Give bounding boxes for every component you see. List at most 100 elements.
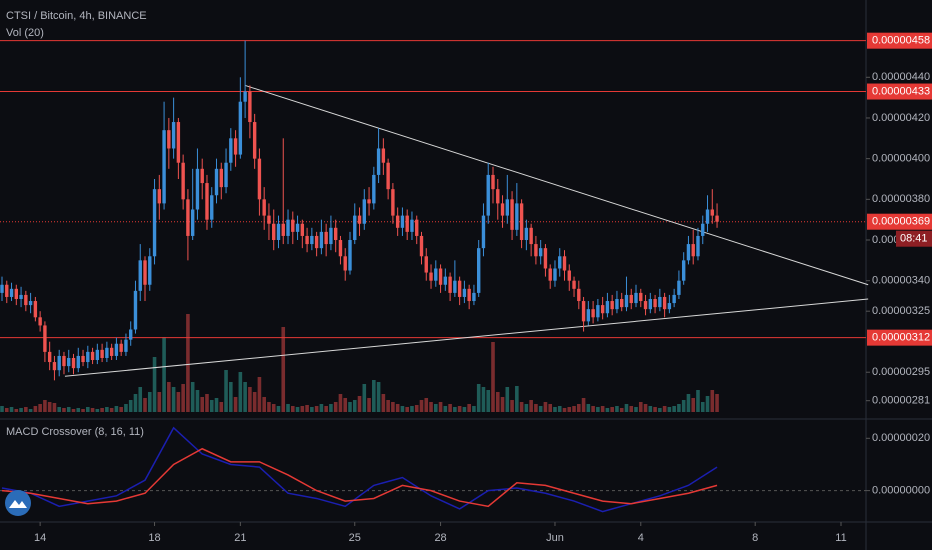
candle-body bbox=[586, 309, 591, 322]
candle-body bbox=[38, 317, 42, 326]
volume-bar bbox=[381, 394, 386, 412]
macd-line bbox=[1, 426, 718, 513]
candle-body bbox=[272, 223, 276, 241]
volume-bar bbox=[290, 406, 295, 412]
candle-body bbox=[305, 235, 309, 245]
candle-body bbox=[157, 189, 162, 204]
candle-body bbox=[138, 260, 142, 291]
volume-bar bbox=[209, 400, 214, 412]
volume-bar bbox=[124, 404, 128, 412]
volume-bar bbox=[319, 404, 324, 412]
candle-body bbox=[610, 301, 614, 310]
candle-body bbox=[472, 292, 476, 302]
candle-body bbox=[219, 168, 223, 188]
volume-bar bbox=[214, 398, 219, 412]
candle-body bbox=[515, 203, 519, 230]
volume-bar bbox=[333, 402, 338, 412]
candle-body bbox=[114, 343, 119, 356]
volume-bar bbox=[147, 392, 152, 412]
volume-bar bbox=[257, 377, 262, 412]
candle-body bbox=[124, 339, 128, 352]
candle-body bbox=[591, 309, 595, 318]
candle-body bbox=[33, 301, 38, 318]
candle-body bbox=[667, 303, 672, 310]
volume-bar bbox=[557, 406, 562, 412]
candle-body bbox=[291, 219, 295, 232]
candle-body bbox=[462, 288, 467, 297]
volume-bar bbox=[453, 407, 457, 412]
candle-body bbox=[338, 240, 343, 257]
candle-body bbox=[281, 223, 285, 236]
volume-bar bbox=[157, 392, 162, 412]
candle-body bbox=[419, 235, 424, 257]
volume-bar bbox=[448, 404, 452, 412]
candle-body bbox=[510, 199, 514, 230]
candle-body bbox=[167, 130, 171, 149]
volume-bar bbox=[267, 402, 271, 412]
candle-body bbox=[500, 203, 505, 216]
volume-bar bbox=[624, 404, 629, 412]
volume-bar bbox=[362, 384, 367, 412]
volume-bar bbox=[66, 407, 71, 412]
volume-bar bbox=[119, 407, 123, 412]
candle-body bbox=[600, 305, 605, 314]
candle-body bbox=[543, 248, 548, 269]
candle-body bbox=[701, 223, 705, 236]
candle-body bbox=[624, 294, 629, 308]
volume-bar bbox=[705, 396, 710, 412]
candle-body bbox=[405, 215, 409, 232]
candle-body bbox=[443, 276, 448, 285]
level-label: 0.00000312 bbox=[872, 332, 930, 344]
volume-bar bbox=[28, 409, 33, 412]
y-tick-label: 0.00000380 bbox=[872, 193, 930, 205]
volume-bar bbox=[205, 394, 209, 412]
candle-body bbox=[653, 298, 657, 308]
candle-body bbox=[243, 91, 247, 102]
volume-bar bbox=[162, 337, 166, 412]
candle-body bbox=[372, 174, 376, 204]
candle-body bbox=[100, 349, 104, 358]
candle-body bbox=[386, 162, 390, 190]
volume-bar bbox=[167, 382, 171, 412]
level-box bbox=[867, 329, 932, 346]
volume-bar bbox=[367, 398, 371, 412]
volume-bar bbox=[524, 404, 529, 412]
candle-body bbox=[105, 347, 109, 358]
candle-body bbox=[596, 305, 600, 318]
volume-bar bbox=[52, 403, 57, 412]
volume-bar bbox=[57, 407, 62, 412]
x-tick-label: Jun bbox=[546, 532, 564, 544]
candle-body bbox=[329, 227, 333, 245]
volume-bar bbox=[95, 409, 100, 412]
volume-bar bbox=[171, 387, 176, 412]
volume-bar bbox=[481, 387, 486, 412]
candle-body bbox=[86, 351, 90, 363]
volume-bar bbox=[219, 402, 224, 412]
candle-body bbox=[424, 256, 428, 273]
candle-body bbox=[553, 268, 557, 281]
volume-bar bbox=[534, 404, 538, 412]
volume-bar bbox=[419, 400, 424, 412]
candle-body bbox=[496, 189, 500, 204]
volume-bar bbox=[553, 407, 557, 412]
candle-body bbox=[76, 355, 80, 369]
candle-body bbox=[581, 301, 586, 322]
volume-bar bbox=[596, 407, 600, 412]
candle-body bbox=[267, 215, 271, 224]
volume-bar bbox=[658, 408, 662, 412]
volume-bar bbox=[391, 402, 395, 412]
candle-body bbox=[210, 195, 214, 220]
logo bbox=[5, 490, 31, 516]
volume-bar bbox=[252, 392, 257, 412]
candle-body bbox=[95, 349, 100, 361]
candle-body bbox=[395, 215, 400, 228]
volume-bar bbox=[572, 406, 576, 412]
volume-bar bbox=[619, 408, 624, 412]
candle-body bbox=[362, 199, 366, 224]
volume-bar bbox=[438, 402, 443, 412]
candle-body bbox=[705, 209, 710, 224]
candle-body bbox=[538, 248, 543, 257]
candle-body bbox=[52, 362, 57, 371]
volume-bar bbox=[181, 384, 185, 412]
candle-body bbox=[214, 168, 219, 196]
